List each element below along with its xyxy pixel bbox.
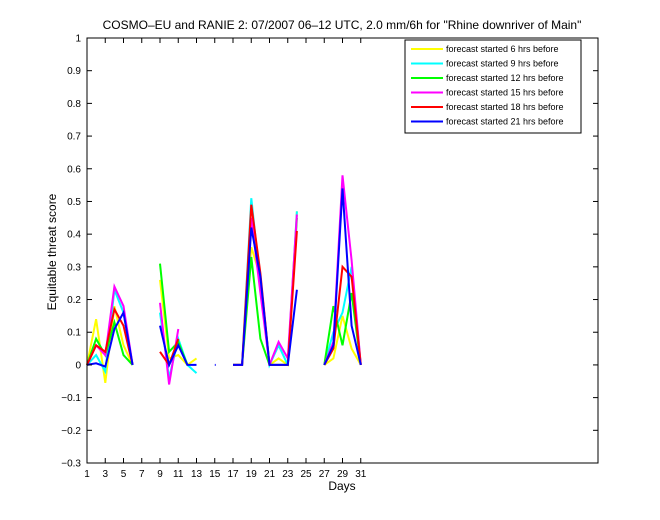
series-3-line-segment-4 bbox=[323, 292, 362, 366]
y-tick-label: −0.2 bbox=[61, 426, 81, 437]
chart-title: COSMO–EU and RANIE 2: 07/2007 06–12 UTC,… bbox=[103, 18, 582, 32]
series-6-line-segment-4 bbox=[233, 227, 298, 366]
series-1-line-segment-2 bbox=[159, 279, 198, 367]
y-tick-label: 0 bbox=[75, 360, 81, 371]
x-tick-label: 1 bbox=[84, 469, 90, 480]
legend-label-1: forecast started 6 hrs before bbox=[446, 44, 559, 54]
axis-ticks bbox=[86, 37, 598, 464]
y-tick-labels: −0.3 −0.2 −0.1 0 0.1 0.2 0.3 0.4 0.5 0.6 0.7 0.8 0.9… bbox=[61, 34, 81, 470]
x-tick-label: 27 bbox=[319, 469, 331, 480]
series-6-line-segment-1 bbox=[86, 309, 134, 368]
legend-label-3: forecast started 12 hrs before bbox=[446, 73, 564, 83]
legend-items: forecast started 6 hrs before forecast st… bbox=[411, 44, 564, 127]
legend-label-4: forecast started 15 hrs before bbox=[446, 88, 564, 98]
y-tick-label: 0.4 bbox=[67, 230, 81, 241]
x-tick-labels: 1 3 5 7 9 11 13 15 17 19 21 23 25 27 29 31 bbox=[84, 469, 367, 480]
x-tick-label: 19 bbox=[246, 469, 258, 480]
legend-box bbox=[404, 39, 582, 134]
y-tick-label: 0.2 bbox=[67, 295, 81, 306]
x-tick-label: 23 bbox=[282, 469, 294, 480]
y-tick-label: 0.5 bbox=[67, 197, 81, 208]
y-tick-label: 0.1 bbox=[67, 328, 81, 339]
x-tick-label: 5 bbox=[121, 469, 127, 480]
legend-label-2: forecast started 9 hrs before bbox=[446, 59, 559, 69]
x-tick-label: 25 bbox=[300, 469, 312, 480]
series-6-line-segment-2 bbox=[159, 325, 197, 368]
x-tick-label: 7 bbox=[139, 469, 145, 480]
x-tick-label: 29 bbox=[337, 469, 349, 480]
y-tick-label: 0.9 bbox=[67, 66, 81, 77]
plot-lines bbox=[86, 175, 362, 385]
series-6-line-segment-5 bbox=[323, 188, 362, 366]
series-1-line-segment-4 bbox=[323, 315, 362, 366]
legend-label-5: forecast started 18 hrs before bbox=[446, 102, 564, 112]
y-tick-label: −0.1 bbox=[61, 393, 81, 404]
x-tick-label: 9 bbox=[157, 469, 163, 480]
legend-label-6: forecast started 21 hrs before bbox=[446, 117, 564, 127]
x-tick-label: 15 bbox=[209, 469, 221, 480]
y-tick-label: 0.8 bbox=[67, 99, 81, 110]
series-5-line-segment-1 bbox=[86, 306, 134, 366]
y-axis-label: Equitable threat score bbox=[45, 193, 59, 310]
y-tick-label: 1 bbox=[75, 34, 81, 45]
x-tick-label: 17 bbox=[227, 469, 239, 480]
y-tick-label: 0.6 bbox=[67, 164, 81, 175]
x-tick-label: 21 bbox=[264, 469, 276, 480]
series-5-line-segment-3 bbox=[233, 204, 298, 366]
series-3-line-segment-1 bbox=[86, 318, 134, 366]
legend: forecast started 6 hrs before forecast st… bbox=[404, 39, 582, 134]
x-tick-label: 13 bbox=[191, 469, 203, 480]
x-tick-label: 11 bbox=[173, 469, 184, 480]
x-tick-label: 3 bbox=[102, 469, 108, 480]
y-tick-label: −0.3 bbox=[61, 459, 81, 470]
x-axis-label: Days bbox=[328, 479, 355, 493]
x-tick-label: 31 bbox=[355, 469, 367, 480]
y-tick-label: 0.7 bbox=[67, 132, 81, 143]
y-tick-label: 0.3 bbox=[67, 262, 81, 273]
